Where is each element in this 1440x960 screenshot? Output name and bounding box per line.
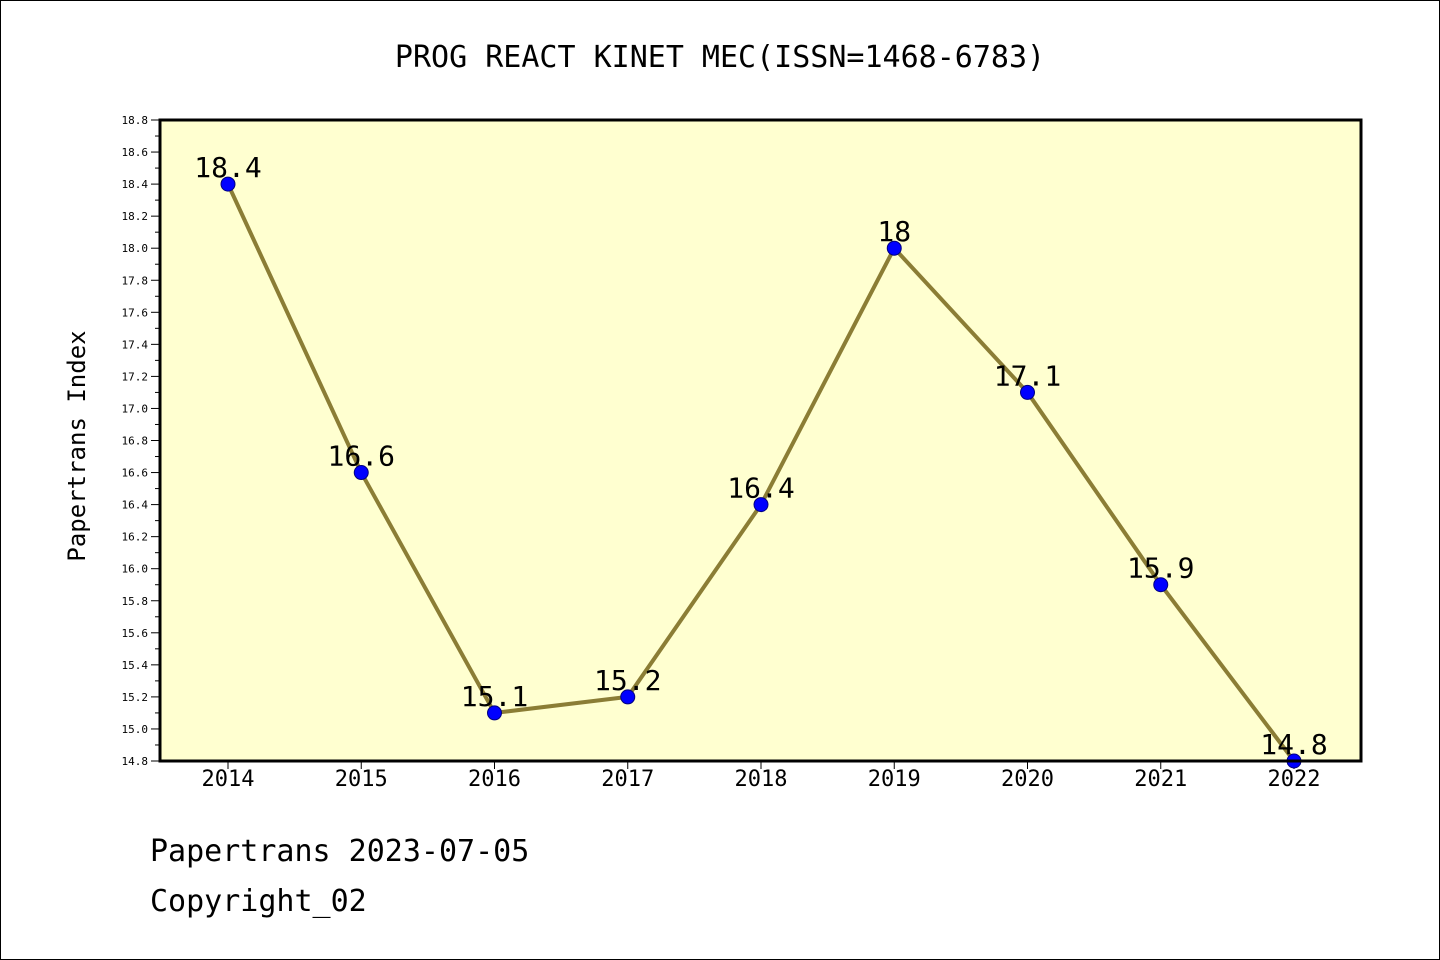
y-tick-label: 16.8 — [122, 435, 149, 448]
data-point-label: 16.4 — [727, 472, 794, 505]
y-tick-label: 15.6 — [122, 627, 149, 640]
y-tick-label: 15.4 — [122, 659, 149, 672]
y-tick-label: 16.0 — [122, 563, 149, 576]
x-tick-label: 2020 — [1001, 767, 1054, 792]
y-tick-label: 17.6 — [122, 306, 149, 319]
y-tick-label: 17.0 — [122, 402, 149, 415]
y-tick-label: 14.8 — [122, 755, 149, 768]
y-tick-label: 15.8 — [122, 595, 149, 608]
y-tick-label: 16.6 — [122, 467, 149, 480]
y-tick-label: 17.4 — [122, 338, 149, 351]
data-point-label: 18 — [877, 215, 911, 248]
y-tick-label: 18.4 — [122, 178, 149, 191]
y-axis-ticks: 14.8 15.0 15.2 15.4 15.6 15.8 16.0 16.2 16.4 16.6… — [122, 114, 160, 768]
data-point-marker — [220, 176, 236, 192]
y-tick-label: 16.2 — [122, 531, 149, 544]
x-tick-label: 2019 — [868, 767, 921, 792]
data-point-marker — [1153, 577, 1169, 593]
y-tick-label: 18.0 — [122, 242, 149, 255]
x-tick-label: 2017 — [601, 767, 654, 792]
x-axis-ticks: 2014 2015 2016 2017 2018 2019 2020 2021 2022 — [202, 761, 1321, 792]
y-tick-label: 17.8 — [122, 274, 149, 287]
plot-area-background — [160, 120, 1361, 761]
plot-area-border — [158, 118, 1363, 763]
data-point-label: 15.1 — [461, 680, 528, 713]
data-point-marker — [620, 689, 636, 705]
data-point-marker — [886, 240, 902, 256]
x-tick-label: 2021 — [1134, 767, 1187, 792]
data-point-label: 17.1 — [994, 359, 1061, 392]
chart-title: PROG REACT KINET MEC(ISSN=1468-6783) — [395, 40, 1045, 75]
data-point-label: 16.6 — [328, 440, 395, 473]
y-tick-label: 15.0 — [122, 723, 149, 736]
data-point-marker — [753, 497, 769, 513]
y-tick-label: 17.2 — [122, 370, 149, 383]
y-tick-label: 18.2 — [122, 210, 149, 223]
data-markers — [220, 176, 1302, 769]
y-tick-label: 18.8 — [122, 114, 149, 127]
y-tick-label: 16.4 — [122, 499, 149, 512]
y-tick-label: 18.6 — [122, 146, 149, 159]
x-tick-label: 2018 — [735, 767, 788, 792]
y-tick-label: 15.2 — [122, 691, 149, 704]
x-tick-label: 2015 — [335, 767, 388, 792]
data-point-marker — [487, 705, 502, 721]
x-tick-label: 2022 — [1268, 767, 1321, 792]
data-point-marker — [353, 465, 369, 481]
data-point-label: 15.2 — [594, 664, 661, 697]
data-point-label: 18.4 — [194, 151, 261, 184]
x-tick-label: 2016 — [468, 767, 521, 792]
y-axis-label: Papertrans Index — [63, 330, 91, 561]
data-point-marker — [1020, 384, 1035, 400]
footer-copyright-line: Copyright_02 — [150, 884, 367, 919]
data-point-label: 15.9 — [1127, 552, 1194, 585]
data-labels: 18.4 16.6 15.1 15.2 16.4 18 17.1 15.9 14.8 — [194, 151, 1327, 761]
footer-date-line: Papertrans 2023-07-05 — [150, 834, 530, 869]
x-tick-label: 2014 — [202, 767, 255, 792]
data-point-label: 14.8 — [1260, 728, 1327, 761]
